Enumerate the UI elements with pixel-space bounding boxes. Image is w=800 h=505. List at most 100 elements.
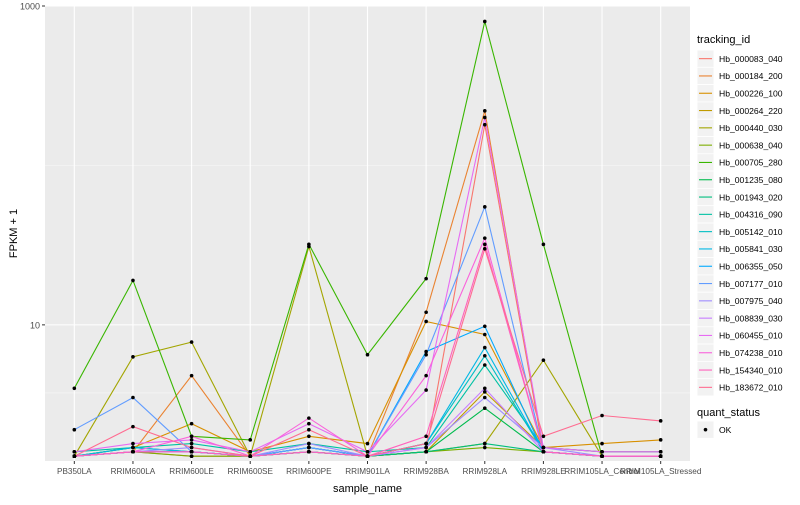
x-tick-label: RRIM600LA xyxy=(111,467,156,476)
data-point xyxy=(600,413,604,418)
data-point xyxy=(658,419,663,423)
data-point xyxy=(189,421,194,426)
legend-label: Hb_060455_010 xyxy=(719,331,783,341)
data-point xyxy=(482,109,487,113)
data-point xyxy=(541,242,546,247)
legend-label: Hb_000184_200 xyxy=(719,71,783,81)
data-point xyxy=(307,449,311,454)
data-point xyxy=(307,434,311,439)
data-point xyxy=(541,434,546,439)
data-point xyxy=(72,454,77,459)
data-point xyxy=(482,122,487,127)
data-point xyxy=(189,445,194,450)
data-point xyxy=(482,386,487,391)
y-axis-title: FPKM + 1 xyxy=(8,209,20,258)
x-tick-label: PB350LA xyxy=(57,467,92,476)
data-point xyxy=(131,355,135,359)
data-point xyxy=(482,242,487,247)
data-point xyxy=(424,449,428,454)
legend-label: Hb_005142_010 xyxy=(719,227,783,237)
legend-label: Hb_004316_090 xyxy=(719,210,783,220)
data-point xyxy=(307,416,311,420)
data-point xyxy=(482,353,487,358)
x-tick-label: RRIM928LA xyxy=(462,467,507,476)
data-point xyxy=(482,445,487,450)
data-point xyxy=(307,242,311,247)
data-point xyxy=(424,319,428,324)
data-point xyxy=(365,454,370,459)
legend-label: Hb_005841_030 xyxy=(719,244,783,254)
data-point xyxy=(72,449,77,454)
data-point xyxy=(424,352,428,357)
data-point xyxy=(600,454,604,459)
data-point xyxy=(424,445,428,450)
data-point xyxy=(131,278,135,283)
legend2-label: OK xyxy=(719,425,732,435)
data-point xyxy=(307,441,311,446)
data-point xyxy=(424,441,428,446)
legend-label: Hb_074238_010 xyxy=(719,348,783,358)
data-point xyxy=(424,373,428,378)
data-point xyxy=(658,454,663,459)
x-tick-label: RRIM928LE xyxy=(521,467,566,476)
legend-label: Hb_000264_220 xyxy=(719,106,783,116)
data-point xyxy=(248,449,253,454)
data-point xyxy=(541,358,546,363)
data-point xyxy=(482,236,487,240)
x-tick-label: RRIM105LA_Control xyxy=(564,467,640,476)
legend-label: Hb_001943_020 xyxy=(719,192,783,202)
data-point xyxy=(482,345,487,350)
data-point xyxy=(482,441,487,446)
legend-label: Hb_006355_050 xyxy=(719,261,783,271)
legend-label: Hb_000440_030 xyxy=(719,123,783,133)
data-point xyxy=(424,388,428,392)
data-point xyxy=(482,363,487,367)
legend-label: Hb_000083_040 xyxy=(719,54,783,64)
data-point xyxy=(248,438,253,442)
legend-label: Hb_000705_280 xyxy=(719,158,783,168)
data-point xyxy=(541,445,546,450)
data-point xyxy=(482,332,487,337)
legend-label: Hb_008839_030 xyxy=(719,313,783,323)
data-point xyxy=(658,438,663,442)
data-point xyxy=(307,421,311,426)
data-point xyxy=(482,19,487,24)
data-point xyxy=(541,449,546,454)
data-point xyxy=(189,438,194,442)
data-point xyxy=(72,386,77,391)
data-point xyxy=(365,449,370,454)
data-point xyxy=(307,445,311,450)
data-point xyxy=(131,441,135,446)
y-tick-label: 10 xyxy=(30,320,40,330)
x-tick-label: RRIM928BA xyxy=(403,467,449,476)
x-tick-label: RRIM600SE xyxy=(227,467,273,476)
legend2-title: quant_status xyxy=(697,407,760,419)
data-point xyxy=(482,115,487,120)
data-point xyxy=(600,441,604,446)
x-tick-label: RRIM600LE xyxy=(169,467,214,476)
legend-label: Hb_154340_010 xyxy=(719,365,783,375)
data-point xyxy=(365,441,370,446)
data-point xyxy=(424,434,428,439)
data-point xyxy=(189,449,194,454)
data-point xyxy=(72,427,77,432)
data-point xyxy=(131,424,135,429)
data-point xyxy=(131,445,135,450)
data-point xyxy=(482,406,487,411)
data-point xyxy=(424,310,428,315)
data-point xyxy=(482,324,487,329)
data-point xyxy=(424,349,428,354)
legend-label: Hb_007975_040 xyxy=(719,296,783,306)
data-point xyxy=(189,434,194,439)
y-tick-label: 1000 xyxy=(20,2,40,12)
data-point xyxy=(424,276,428,281)
data-point xyxy=(189,454,194,459)
data-point xyxy=(365,352,370,357)
data-point xyxy=(482,395,487,400)
data-point xyxy=(482,205,487,209)
data-point xyxy=(307,427,311,432)
legend-label: Hb_183672_010 xyxy=(719,383,783,393)
data-point xyxy=(482,390,487,394)
